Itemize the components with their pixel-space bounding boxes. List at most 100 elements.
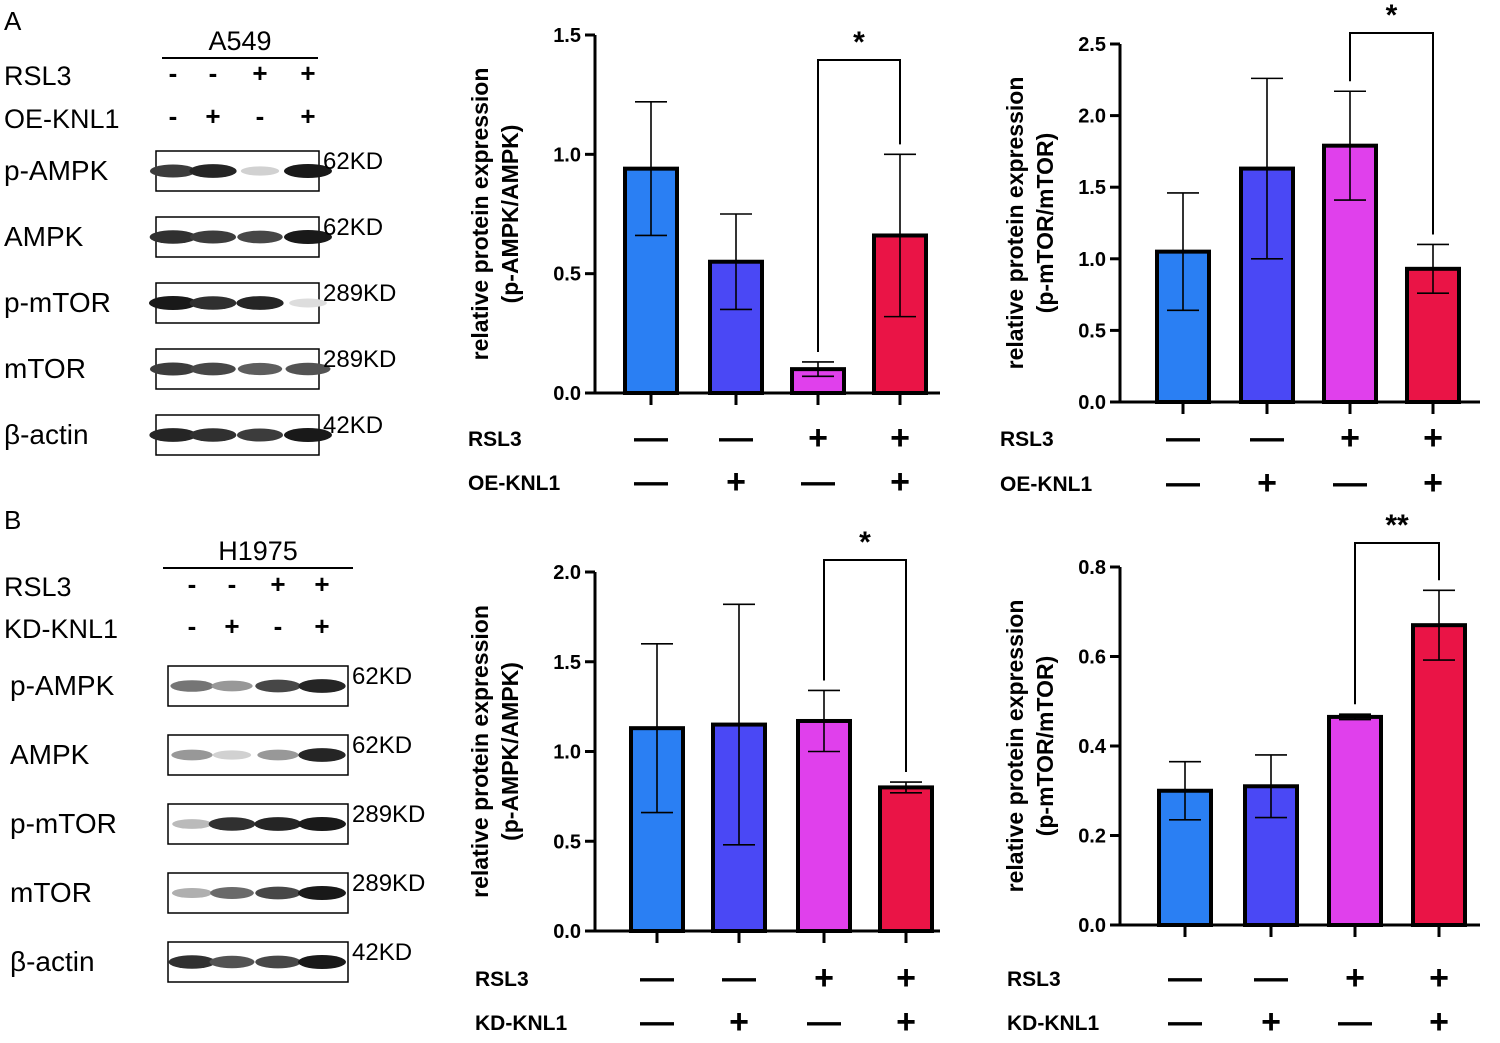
y-axis-label-line1: relative protein expression	[467, 68, 493, 361]
protein-band	[298, 748, 346, 762]
treatment-sign: —	[634, 463, 668, 501]
x-row-label-knl1: OE-KNL1	[1000, 473, 1092, 496]
bar	[796, 718, 852, 933]
significance-label: **	[1385, 509, 1409, 542]
protein-band	[208, 817, 256, 831]
protein-band	[172, 819, 212, 829]
bar	[878, 785, 934, 933]
significance-bracket	[823, 559, 907, 773]
protein-band	[212, 750, 252, 760]
lane-sign: -	[169, 58, 178, 88]
y-tick-label: 1.5	[553, 652, 581, 674]
protein-band	[189, 428, 237, 442]
protein-label: p-AMPK	[4, 155, 109, 186]
bar	[1411, 623, 1467, 928]
treatment-sign: +	[1429, 1003, 1449, 1040]
treatment-sign: —	[1166, 464, 1200, 502]
protein-label: p-mTOR	[4, 287, 111, 318]
treatment-sign: +	[1257, 464, 1277, 502]
y-tick-label: 0.5	[1078, 320, 1106, 342]
treatment-label: KD-KNL1	[4, 614, 118, 644]
lane-sign: +	[252, 58, 267, 88]
x-row-label-rsl3: RSL3	[1000, 428, 1054, 451]
lane-sign: -	[188, 611, 197, 641]
lane-sign: -	[228, 569, 237, 599]
y-tick-label: 0.4	[1078, 736, 1107, 758]
lane-sign: +	[300, 101, 315, 131]
treatment-label: OE-KNL1	[4, 104, 120, 134]
protein-label: mTOR	[10, 877, 92, 908]
protein-band	[149, 296, 197, 310]
panel-letter-a: A	[4, 6, 22, 36]
y-tick-label: 0.5	[553, 264, 581, 286]
molecular-weight-label: 62KD	[352, 732, 412, 759]
molecular-weight-label: 289KD	[352, 801, 425, 828]
y-tick-label: 0.5	[553, 831, 581, 853]
treatment-sign: +	[1261, 1003, 1281, 1040]
treatment-sign: —	[1333, 464, 1367, 502]
lane-sign: +	[270, 569, 285, 599]
protein-band	[284, 164, 332, 178]
treatment-sign: —	[1250, 419, 1284, 457]
treatment-sign: +	[808, 419, 828, 457]
x-row-label-rsl3: RSL3	[468, 428, 522, 451]
protein-band	[210, 887, 254, 899]
treatment-sign: +	[1340, 419, 1360, 457]
protein-band	[149, 362, 197, 376]
protein-band	[298, 955, 346, 969]
protein-band	[257, 749, 299, 761]
protein-band	[298, 679, 346, 693]
protein-band	[209, 955, 255, 969]
protein-band	[190, 362, 236, 376]
protein-band	[240, 166, 280, 176]
y-axis-label-line2: (p-AMPK/AMPK)	[497, 125, 523, 304]
treatment-sign: +	[814, 959, 834, 997]
protein-band	[189, 296, 237, 310]
y-axis-label-line1: relative protein expression	[467, 605, 493, 898]
treatment-sign: —	[640, 959, 674, 997]
treatment-sign: —	[1338, 1003, 1372, 1040]
cell-line-label: A549	[208, 26, 271, 56]
lane-sign: +	[205, 101, 220, 131]
bar-chart-p-mtor-a549: relative protein expression (p-mTOR/mTOR)…	[1000, 0, 1480, 502]
treatment-label: RSL3	[4, 572, 72, 602]
y-axis-label-line2: (p-mTOR/mTOR)	[1032, 656, 1058, 837]
treatment-sign: —	[1166, 419, 1200, 457]
protein-label: p-AMPK	[10, 670, 115, 701]
significance-label: *	[859, 526, 871, 559]
molecular-weight-label: 289KD	[323, 280, 396, 307]
protein-band	[298, 817, 346, 831]
protein-band	[168, 955, 216, 969]
bar	[1327, 714, 1383, 927]
y-tick-label: 2.0	[553, 562, 581, 584]
y-tick-label: 1.0	[1078, 249, 1106, 271]
significance-label: *	[1386, 0, 1398, 32]
protein-label: β-actin	[4, 419, 89, 450]
treatment-sign: +	[726, 463, 746, 501]
significance-bracket	[1349, 32, 1434, 235]
protein-band	[189, 230, 237, 244]
treatment-sign: +	[890, 463, 910, 501]
treatment-sign: —	[719, 419, 753, 457]
protein-band	[149, 428, 197, 442]
treatment-sign: —	[1254, 959, 1288, 997]
y-axis-label-line2: (p-AMPK/AMPK)	[497, 662, 523, 841]
treatment-sign: —	[801, 463, 835, 501]
protein-band	[237, 230, 283, 244]
y-tick-label: 0.0	[1078, 392, 1106, 414]
treatment-sign: +	[1423, 419, 1443, 457]
treatment-sign: +	[729, 1003, 749, 1040]
y-tick-label: 0.6	[1078, 647, 1106, 669]
treatment-sign: +	[1429, 959, 1449, 997]
lane-sign: +	[314, 569, 329, 599]
treatment-sign: —	[634, 419, 668, 457]
treatment-sign: +	[896, 959, 916, 997]
treatment-sign: +	[1345, 959, 1365, 997]
molecular-weight-label: 289KD	[323, 346, 396, 373]
y-tick-label: 2.5	[1078, 34, 1106, 56]
bar-chart-p-ampk-a549: relative protein expression (p-AMPK/AMPK)…	[467, 25, 940, 501]
protein-band	[254, 817, 302, 831]
y-axis-label-line1: relative protein expression	[1002, 77, 1028, 370]
protein-band	[284, 428, 332, 442]
